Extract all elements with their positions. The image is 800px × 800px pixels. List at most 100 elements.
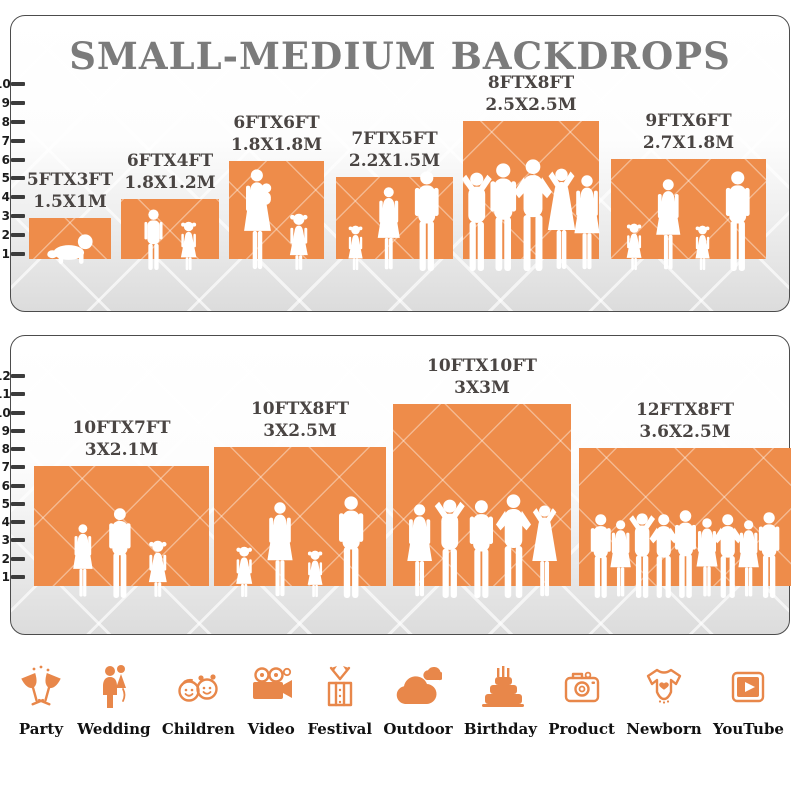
backdrop-bar-10x10: 10FTX10FT 3X3M xyxy=(393,356,571,598)
ruler-tick-dash xyxy=(11,574,25,579)
category-video: Video xyxy=(246,662,296,738)
ruler-tick-dash xyxy=(11,428,25,433)
backdrop-bar-6x6: 6FTX6FT 1.8X1.8M xyxy=(229,113,324,270)
category-product: Product xyxy=(548,662,615,738)
ruler-tick-number: 8 xyxy=(1,442,10,457)
backdrop-size-label: 7FTX5FT 2.2X1.5M xyxy=(348,128,441,171)
backdrop-bar-10x8: 10FTX8FT 3X2.5M xyxy=(214,399,386,598)
silhouette-family-four xyxy=(599,171,778,271)
ruler-tick-dash xyxy=(11,392,25,397)
product-icon xyxy=(557,662,607,712)
ruler-tick-dash xyxy=(11,119,25,124)
ruler-tick: 3 xyxy=(0,534,26,546)
ruler-tick-dash xyxy=(11,100,25,105)
ruler-tick-dash xyxy=(11,538,25,543)
backdrop-bar-9x6: 9FTX6FT 2.7X1.8M xyxy=(611,111,766,271)
silhouette-mother-and-child xyxy=(217,169,336,271)
ruler-tick: 10 xyxy=(0,78,26,90)
backdrop-size-label: 10FTX7FT 3X2.1M xyxy=(72,417,171,460)
large-backdrops-panel: 12 11 10 9 8 7 xyxy=(0,335,791,635)
ruler-tick: 5 xyxy=(0,498,26,510)
category-label: Wedding xyxy=(77,720,151,738)
ruler-tick-dash xyxy=(11,447,25,452)
silhouette-adult-group xyxy=(381,494,583,598)
backdrop-size-label: 8FTX8FT 2.5X2.5M xyxy=(485,72,577,115)
backdrop-size-label: 10FTX10FT 3X3M xyxy=(427,355,537,398)
outdoor-icon xyxy=(393,662,443,712)
ruler-tick: 2 xyxy=(0,229,26,241)
category-party: Party xyxy=(16,662,66,738)
category-wedding: Wedding xyxy=(77,662,151,738)
ruler-tick: 1 xyxy=(0,571,26,583)
ruler-tick: 7 xyxy=(0,135,26,147)
youtube-icon xyxy=(723,662,773,712)
ruler-tick: 11 xyxy=(0,388,26,400)
ruler-tick-dash xyxy=(11,483,25,488)
ruler-tick-number: 7 xyxy=(1,133,10,148)
ruler-tick-dash xyxy=(11,556,25,561)
newborn-icon xyxy=(639,662,689,712)
ruler-tick-number: 12 xyxy=(0,369,11,383)
silhouette-two-children xyxy=(109,209,231,271)
category-label: Product xyxy=(548,720,615,738)
backdrop-size-label: 10FTX8FT 3X2.5M xyxy=(250,398,350,441)
backdrop-size-label: 9FTX6FT 2.7X1.8M xyxy=(642,110,735,153)
category-festival: Festival xyxy=(307,662,372,738)
ruler-tick: 9 xyxy=(0,97,26,109)
ruler-tick: 8 xyxy=(0,116,26,128)
ruler-tick-dash xyxy=(11,465,25,470)
category-children: Children xyxy=(162,662,235,738)
category-label: Outdoor xyxy=(383,720,453,738)
category-label: YouTube xyxy=(712,720,784,738)
silhouette-family-four xyxy=(202,496,398,598)
ruler-top: 10 9 8 7 6 5 xyxy=(0,78,26,260)
silhouette-baby-crawling xyxy=(17,231,123,265)
category-label: Birthday xyxy=(463,720,537,738)
category-newborn: Newborn xyxy=(626,662,702,738)
page-title: SMALL-MEDIUM BACKDROPS xyxy=(69,34,731,78)
ruler-tick: 5 xyxy=(0,172,26,184)
ruler-tick: 2 xyxy=(0,553,26,565)
ruler-tick-dash xyxy=(11,157,25,162)
silhouette-adult-group xyxy=(451,159,611,271)
ruler-tick: 6 xyxy=(0,480,26,492)
ruler-tick-dash xyxy=(11,138,25,143)
backdrop-bar-6x4: 6FTX4FT 1.8X1.2M xyxy=(121,151,219,271)
ruler-tick: 6 xyxy=(0,154,26,166)
ruler-tick: 4 xyxy=(0,516,26,528)
backdrop-bar-8x8: 8FTX8FT 2.5X2.5M xyxy=(461,73,600,271)
ruler-tick-number: 11 xyxy=(0,387,11,402)
silhouette-family-three xyxy=(22,508,221,598)
category-label: Party xyxy=(18,720,64,738)
ruler-tick-number: 1 xyxy=(1,569,10,584)
small-medium-backdrops-panel: SMALL-MEDIUM BACKDROPS 10 9 8 7 xyxy=(0,15,790,312)
ruler-tick-dash xyxy=(11,501,25,506)
ruler-tick: 9 xyxy=(0,425,26,437)
ruler-tick-number: 5 xyxy=(1,496,10,511)
ruler-tick-dash xyxy=(11,233,25,237)
video-icon xyxy=(246,662,296,712)
backdrop-size-label: 5FTX3FT 1.5X1M xyxy=(26,169,114,212)
ruler-tick-dash xyxy=(11,82,25,86)
ruler-tick-number: 1 xyxy=(1,246,10,261)
ruler-tick: 4 xyxy=(0,191,26,203)
ruler-tick-dash xyxy=(11,251,25,256)
ruler-tick-dash xyxy=(11,195,25,200)
ruler-tick-number: 2 xyxy=(1,228,10,242)
silhouette-family-three xyxy=(324,171,465,271)
ruler-tick-number: 4 xyxy=(1,515,10,530)
ruler-tick-number: 9 xyxy=(1,95,10,110)
ruler-tick-number: 3 xyxy=(1,533,10,548)
ruler-tick-dash xyxy=(11,176,25,181)
ruler-tick-dash xyxy=(11,520,25,525)
ruler-bottom: 12 11 10 9 8 7 xyxy=(0,370,26,583)
ruler-tick: 3 xyxy=(0,210,26,222)
ruler-tick-number: 2 xyxy=(1,551,10,566)
ruler-tick: 10 xyxy=(0,407,26,419)
category-row: Party Wedding xyxy=(16,662,784,738)
ruler-tick-dash xyxy=(11,374,25,378)
backdrop-bar-5x3: 5FTX3FT 1.5X1M xyxy=(27,170,113,264)
birthday-icon xyxy=(475,662,525,712)
backdrop-size-label: 12FTX8FT 3.6X2.5M xyxy=(635,399,735,442)
backdrop-size-label: 6FTX6FT 1.8X1.8M xyxy=(230,112,323,155)
